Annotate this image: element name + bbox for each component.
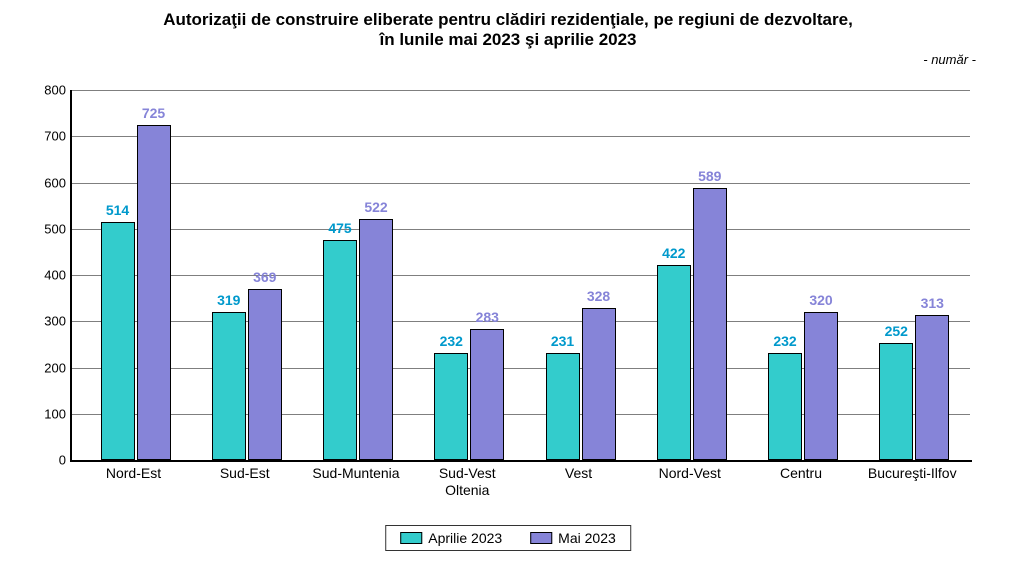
y-axis-label: 400 (26, 268, 66, 283)
value-label: 232 (431, 333, 471, 349)
bar (804, 312, 838, 460)
value-label: 252 (876, 323, 916, 339)
gridline (72, 229, 970, 230)
gridline (72, 90, 970, 91)
value-label: 725 (134, 105, 174, 121)
value-label: 231 (543, 333, 583, 349)
gridline (72, 183, 970, 184)
legend-label-aprilie: Aprilie 2023 (428, 530, 502, 546)
legend-item-aprilie: Aprilie 2023 (400, 530, 502, 546)
x-category-label: Nord-Vest (636, 465, 743, 482)
value-label: 589 (690, 168, 730, 184)
bar-chart: 0100200300400500600700800514725319369475… (70, 90, 970, 490)
bar (101, 222, 135, 460)
value-label: 475 (320, 220, 360, 236)
bar (915, 315, 949, 460)
bar (657, 265, 691, 460)
y-axis-label: 700 (26, 129, 66, 144)
x-category-label: Vest (525, 465, 632, 482)
gridline (72, 275, 970, 276)
bar (768, 353, 802, 460)
bar (879, 343, 913, 460)
value-label: 514 (98, 202, 138, 218)
bar (137, 125, 171, 460)
y-axis-label: 0 (26, 453, 66, 468)
bar (212, 312, 246, 460)
x-category-label: Sud-Est (191, 465, 298, 482)
unit-note: - număr - (923, 52, 976, 67)
x-category-label: Sud-Muntenia (303, 465, 410, 482)
value-label: 328 (579, 288, 619, 304)
legend-label-mai: Mai 2023 (558, 530, 616, 546)
bar (470, 329, 504, 460)
x-category-label: Nord-Est (80, 465, 187, 482)
bar (582, 308, 616, 460)
y-axis-label: 800 (26, 83, 66, 98)
x-category-label: Centru (748, 465, 855, 482)
chart-title-line1: Autorizaţii de construire eliberate pent… (0, 10, 1016, 30)
bar (359, 219, 393, 460)
value-label: 313 (912, 295, 952, 311)
bar (323, 240, 357, 460)
y-axis-label: 300 (26, 314, 66, 329)
x-category-label: Sud-VestOltenia (414, 465, 521, 499)
legend-item-mai: Mai 2023 (530, 530, 616, 546)
value-label: 283 (467, 309, 507, 325)
value-label: 422 (654, 245, 694, 261)
legend: Aprilie 2023 Mai 2023 (385, 525, 631, 551)
legend-swatch-mai (530, 532, 552, 544)
value-label: 369 (245, 269, 285, 285)
y-axis-label: 200 (26, 360, 66, 375)
bar (248, 289, 282, 460)
bar (546, 353, 580, 460)
y-axis-label: 600 (26, 175, 66, 190)
value-label: 320 (801, 292, 841, 308)
y-axis-label: 500 (26, 221, 66, 236)
value-label: 232 (765, 333, 805, 349)
chart-container: Autorizaţii de construire eliberate pent… (0, 0, 1016, 565)
legend-swatch-aprilie (400, 532, 422, 544)
chart-title: Autorizaţii de construire eliberate pent… (0, 0, 1016, 50)
chart-title-line2: în lunile mai 2023 şi aprilie 2023 (0, 30, 1016, 50)
x-category-label: Bucureşti-Ilfov (859, 465, 966, 482)
value-label: 319 (209, 292, 249, 308)
bar (693, 188, 727, 460)
bar (434, 353, 468, 460)
gridline (72, 136, 970, 137)
y-axis-label: 100 (26, 406, 66, 421)
plot-area: 0100200300400500600700800514725319369475… (70, 90, 972, 462)
value-label: 522 (356, 199, 396, 215)
